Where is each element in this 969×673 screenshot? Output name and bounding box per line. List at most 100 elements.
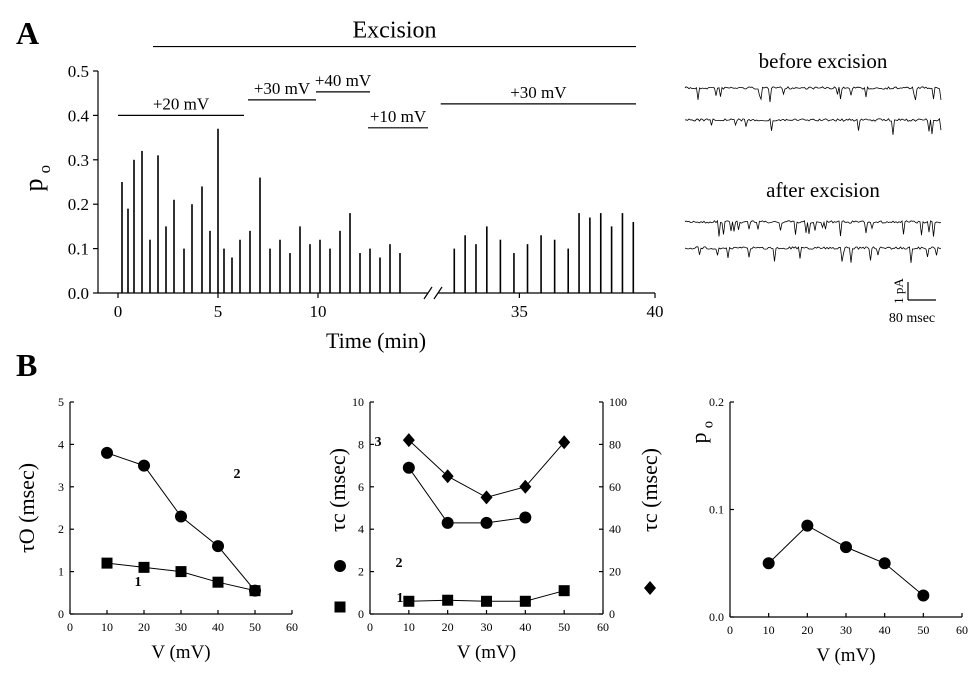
marker <box>101 446 113 459</box>
trace-title: before excision <box>759 49 888 73</box>
y-axis-label: p <box>19 179 48 192</box>
y-tick-label: 0.1 <box>709 503 724 517</box>
x-tick-label: 0 <box>727 623 733 637</box>
bar <box>269 248 271 293</box>
current-trace <box>684 246 942 263</box>
marker <box>402 433 415 448</box>
marker <box>212 576 224 588</box>
x-tick-label: 40 <box>519 620 531 634</box>
bar <box>127 208 129 293</box>
bar <box>610 226 613 293</box>
y-axis-label: τc (msec) <box>325 448 350 532</box>
bar <box>359 253 361 293</box>
marker <box>441 516 454 529</box>
marker <box>402 461 415 474</box>
bar <box>589 217 591 293</box>
x-tick-label: 35 <box>511 302 528 321</box>
series-label: 1 <box>135 575 142 590</box>
marker <box>481 595 492 607</box>
y2-tick-label: 100 <box>609 395 627 409</box>
bar <box>239 239 241 293</box>
bar <box>464 235 466 293</box>
series-label: 3 <box>375 435 382 450</box>
x-tick-label: 20 <box>442 620 454 634</box>
x-tick-label: 10 <box>763 623 775 637</box>
marker <box>138 459 150 472</box>
marker <box>441 469 454 484</box>
bar <box>173 199 175 293</box>
bar <box>389 244 391 293</box>
bar <box>157 155 159 293</box>
y-tick-label: 0.0 <box>709 610 724 624</box>
bar <box>201 186 203 293</box>
x-tick-label: 50 <box>917 623 929 637</box>
y2-tick-label: 60 <box>609 480 621 494</box>
x-axis-label: Time (min) <box>326 328 426 353</box>
bar <box>165 226 167 293</box>
bar <box>289 253 291 293</box>
panel-label: B <box>16 347 37 383</box>
series-label: 2 <box>396 556 403 571</box>
x-tick-label: 30 <box>840 623 852 637</box>
y-tick-label: 5 <box>58 395 64 409</box>
bar <box>259 177 261 293</box>
axis-break <box>433 286 443 300</box>
y-axis-label-sub: o <box>701 421 717 428</box>
y-tick-label: 0.2 <box>709 395 724 409</box>
y-axis-label: po <box>19 165 54 192</box>
bar <box>249 230 251 293</box>
bar <box>329 248 331 293</box>
y-tick-label: 2 <box>358 565 364 579</box>
panel-label: A <box>16 15 39 51</box>
scale-label: 80 msec <box>889 311 935 326</box>
marker <box>334 601 346 613</box>
y2-axis-label: τc (msec) <box>637 448 662 532</box>
marker <box>762 557 775 570</box>
y2-axis-label: τc (msec) <box>637 448 662 532</box>
marker <box>334 560 346 572</box>
series-line <box>408 467 526 524</box>
marker <box>101 557 113 569</box>
bar <box>475 244 477 293</box>
bar <box>231 257 233 293</box>
x-tick-label: 40 <box>879 623 891 637</box>
annotation-text: +10 mV <box>370 107 427 126</box>
bar <box>567 248 569 293</box>
x-tick-label: 0 <box>367 620 373 634</box>
y-axis-label: τc (msec) <box>325 448 350 532</box>
y-tick-label: 0.1 <box>68 240 89 259</box>
bar <box>486 226 488 293</box>
scale-label: 1 pA <box>891 278 906 304</box>
axis-break <box>423 286 433 300</box>
x-tick-label: 30 <box>481 620 493 634</box>
marker <box>175 510 187 523</box>
marker <box>138 561 150 573</box>
bar <box>339 230 341 293</box>
bar <box>453 248 456 293</box>
marker <box>644 581 656 595</box>
bar <box>149 239 151 293</box>
x-tick-label: 20 <box>138 620 150 634</box>
bar <box>121 182 123 293</box>
marker <box>175 566 187 578</box>
x-tick-label: 60 <box>956 623 968 637</box>
bar <box>191 204 193 293</box>
bar <box>319 239 321 293</box>
y-tick-label: 0 <box>358 607 364 621</box>
bar <box>299 226 301 293</box>
annotation-text: +30 mV <box>254 79 311 98</box>
bar <box>379 257 381 293</box>
annotation-text: +30 mV <box>510 83 567 102</box>
bar <box>621 213 624 293</box>
marker <box>480 516 493 529</box>
marker <box>878 557 891 570</box>
y-axis-label-sub: o <box>35 165 54 173</box>
y-tick-label: 3 <box>58 480 64 494</box>
marker <box>480 490 493 505</box>
bar <box>632 221 635 293</box>
x-tick-label: 0 <box>67 620 73 634</box>
marker <box>558 435 571 450</box>
x-tick-label: 5 <box>214 302 223 321</box>
bar <box>183 248 185 293</box>
